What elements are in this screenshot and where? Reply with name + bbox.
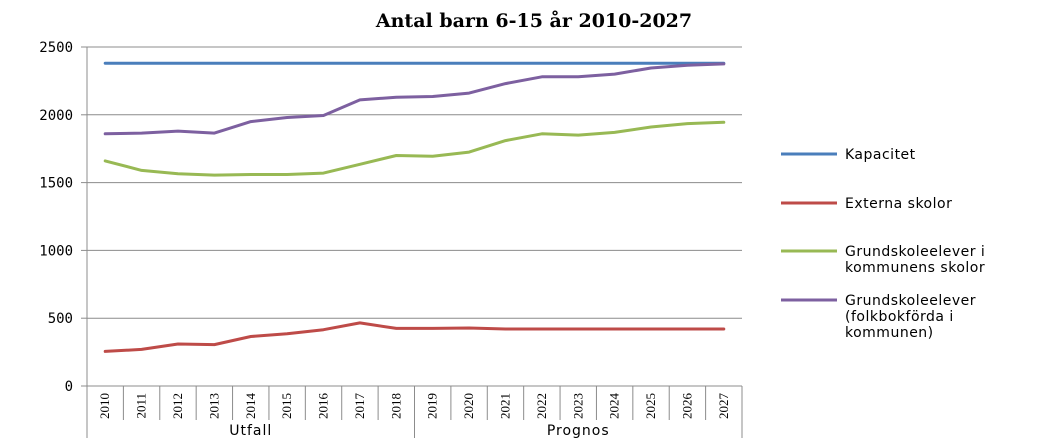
y-tick-label: 1000 bbox=[39, 243, 73, 259]
x-axis-ticks: 2010 2011 2012 2013 2014 2015 2016 2017 2018 2019… bbox=[97, 393, 731, 420]
y-axis-ticks: 0 500 1000 1500 2000 2500 bbox=[39, 40, 73, 395]
x-tick-label: 2025 bbox=[643, 393, 658, 419]
x-tick-label: 2015 bbox=[279, 393, 294, 419]
x-tick-label: 2021 bbox=[497, 393, 512, 419]
chart-title: Antal barn 6-15 år 2010-2027 bbox=[375, 9, 692, 32]
x-tick-label: 2014 bbox=[243, 393, 258, 420]
x-tick-label: 2023 bbox=[570, 393, 585, 419]
x-tick-label: 2026 bbox=[679, 393, 694, 420]
group-label: Prognos bbox=[547, 423, 610, 439]
series-line bbox=[103, 120, 726, 177]
x-tick-label: 2024 bbox=[607, 393, 622, 420]
legend-entry-line: kommunens skolor bbox=[845, 260, 985, 276]
x-tick-label: 2017 bbox=[352, 393, 367, 420]
group-label: Utfall bbox=[229, 423, 272, 439]
x-tick-label: 2020 bbox=[461, 393, 476, 419]
y-tick-label: 2000 bbox=[39, 108, 73, 124]
x-tick-label: 2013 bbox=[206, 393, 221, 419]
y-tick-label: 1500 bbox=[39, 176, 73, 192]
legend-entry-line: Externa skolor bbox=[845, 196, 952, 212]
x-tick-label: 2027 bbox=[716, 393, 731, 420]
legend-entry: Kapacitet bbox=[845, 147, 916, 163]
y-tick-label: 500 bbox=[48, 311, 73, 327]
y-tick-label: 0 bbox=[65, 379, 73, 395]
x-tick-label: 2012 bbox=[170, 393, 185, 419]
x-tick-label: 2010 bbox=[97, 393, 112, 419]
x-tick-label: 2011 bbox=[134, 393, 149, 419]
series-lines bbox=[103, 61, 726, 353]
x-tick-label: 2022 bbox=[534, 393, 549, 419]
legend-entry-line: Grundskoleelever bbox=[845, 293, 976, 309]
y-tick-label: 2500 bbox=[39, 40, 73, 56]
legend-entry-line: kommunen) bbox=[845, 325, 934, 341]
legend-entry-line: (folkbokförda i bbox=[845, 309, 954, 325]
legend-entry-line: Grundskoleelever i bbox=[845, 244, 985, 260]
legend-entry: Grundskoleelever (folkbokförda i kommunen) bbox=[845, 293, 976, 341]
axes bbox=[81, 46, 743, 438]
x-axis-groups: Utfall Prognos bbox=[229, 423, 610, 439]
legend: Kapacitet Externa skolor Grundskoleelever … bbox=[781, 147, 985, 341]
x-tick-label: 2016 bbox=[316, 393, 331, 420]
legend-entry: Grundskoleelever i kommunens skolor bbox=[845, 244, 985, 276]
x-tick-label: 2018 bbox=[388, 393, 403, 419]
legend-entry-line: Kapacitet bbox=[845, 147, 916, 163]
x-tick-label: 2019 bbox=[425, 393, 440, 419]
series-line bbox=[103, 62, 726, 136]
legend-entry: Externa skolor bbox=[845, 196, 952, 212]
gridlines bbox=[87, 46, 742, 319]
series-line bbox=[103, 321, 726, 353]
